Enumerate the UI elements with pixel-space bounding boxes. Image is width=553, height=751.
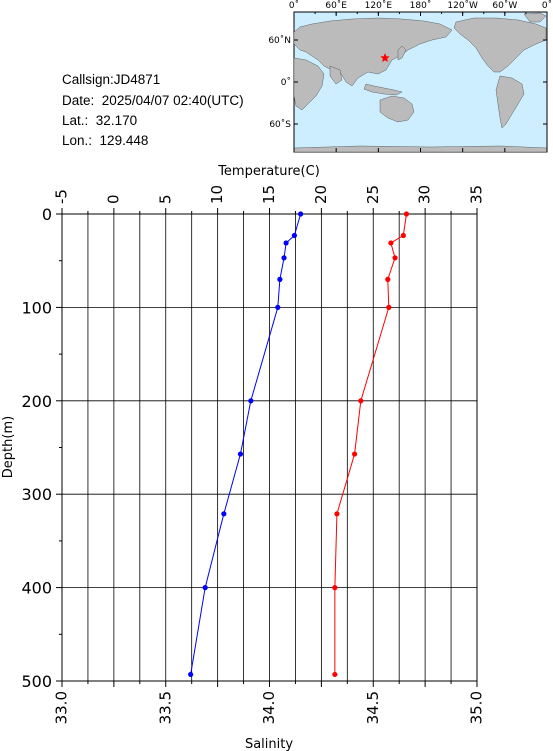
temperature-tick-label: 30 <box>416 185 434 204</box>
temperature-axis-title: Temperature(C) <box>217 164 320 179</box>
salinity-point <box>221 511 227 517</box>
land-greenland <box>523 12 547 23</box>
map-lat-label: 60˚N <box>268 35 291 46</box>
map-lon-label: 0˚ <box>542 0 552 11</box>
callsign-value: JD4871 <box>113 72 161 87</box>
map-land <box>293 12 548 153</box>
depth-tick-label: 400 <box>21 579 52 598</box>
depth-axis-title: Depth(m) <box>1 416 16 478</box>
date-label: Date: <box>62 93 95 108</box>
temperature-point <box>334 511 340 517</box>
map-lon-label: 60˚E <box>325 0 347 11</box>
map-lon-label: 60˚W <box>492 0 517 11</box>
temperature-tick-label: 25 <box>364 185 382 204</box>
lat-label: Lat.: <box>62 113 89 128</box>
salinity-point <box>275 304 281 310</box>
temperature-tick-labels: -5 0 5 10 15 20 25 30 35 <box>53 185 486 204</box>
temperature-tick-label: 10 <box>208 185 226 204</box>
land-africa <box>293 57 325 111</box>
map-lon-label: 180˚ <box>410 0 432 11</box>
map-labels: 0˚ 60˚E 120˚E 180˚ 120˚W 60˚W 0˚ 60˚N 0˚ 60˚S <box>268 0 552 130</box>
land-australia <box>379 95 415 123</box>
salinity-profile-line <box>190 213 302 675</box>
temperature-point <box>332 585 338 591</box>
red-star-marker <box>380 53 390 63</box>
depth-tick-label: 200 <box>21 392 52 411</box>
salinity-tick-labels: 33.0 33.5 34.0 34.5 35.0 <box>53 691 486 724</box>
salinity-point <box>202 585 208 591</box>
lon-line: Lon.: 129.448 <box>62 133 148 148</box>
land-south-america <box>495 75 525 129</box>
temperature-point <box>332 671 338 678</box>
salinity-point <box>283 240 289 246</box>
lon-label: Lon.: <box>62 133 93 148</box>
salinity-point <box>237 451 244 457</box>
depth-tick-label: 500 <box>21 672 52 691</box>
map-lon-label: 0˚ <box>289 0 299 11</box>
grid-lines <box>61 213 478 682</box>
depth-tick-label: 0 <box>42 205 52 224</box>
land-indonesia <box>363 83 403 96</box>
temperature-tick-label: 35 <box>468 185 486 204</box>
plot-frame <box>61 213 478 682</box>
salinity-tick-label: 34.0 <box>260 691 278 724</box>
salinity-tick-label: 34.5 <box>364 691 382 724</box>
temperature-point <box>403 211 410 217</box>
salinity-point <box>298 211 304 217</box>
land-japan <box>397 45 407 61</box>
lon-value: 129.448 <box>99 133 149 148</box>
temperature-point <box>386 304 392 310</box>
salinity-tick-label: 35.0 <box>468 691 486 724</box>
temperature-tick-label: 0 <box>104 194 122 204</box>
salinity-point <box>277 276 283 282</box>
land-india <box>329 65 343 85</box>
salinity-point <box>291 232 297 239</box>
temperature-tick-label: 5 <box>156 194 174 204</box>
date-line: Date: 2025/04/07 02:40(UTC) <box>62 93 244 108</box>
temperature-profile-line <box>334 213 407 675</box>
temperature-point <box>400 232 406 239</box>
depth-tick-labels: 0 100 200 300 400 500 <box>21 205 52 691</box>
profile-series <box>188 211 410 678</box>
temperature-tick-label: 15 <box>260 185 278 204</box>
salinity-tick-label: 33.0 <box>53 691 71 724</box>
temperature-point <box>392 255 398 261</box>
date-value: 2025/04/07 02:40(UTC) <box>101 93 244 108</box>
depth-tick-label: 100 <box>21 298 52 317</box>
temperature-tick-label: -5 <box>53 189 71 204</box>
map-lat-label: 0˚ <box>281 77 291 88</box>
depth-tick-label: 300 <box>21 485 52 504</box>
map-lat-label: 60˚S <box>269 119 291 130</box>
salinity-axis-title: Salinity <box>245 737 293 751</box>
salinity-point <box>188 671 194 678</box>
salinity-point <box>248 398 254 404</box>
temperature-point <box>388 240 394 246</box>
axis-ticks <box>56 208 478 687</box>
lat-line: Lat.: 32.170 <box>62 113 137 128</box>
callsign-line: Callsign:JD4871 <box>62 72 160 87</box>
location-map: 0˚ 60˚E 120˚E 180˚ 120˚W 60˚W 0˚ 60˚N 0˚ 60˚S <box>268 0 552 153</box>
salinity-point <box>281 255 287 261</box>
salinity-tick-label: 33.5 <box>156 691 174 724</box>
map-lon-label: 120˚E <box>365 0 393 11</box>
temperature-point <box>358 398 364 404</box>
map-ticks <box>293 12 548 152</box>
lat-value: 32.170 <box>95 113 138 128</box>
callsign-label: Callsign: <box>62 72 114 87</box>
map-lon-label: 120˚W <box>447 0 478 11</box>
land-north-america <box>453 17 547 73</box>
temperature-point <box>385 276 391 282</box>
temperature-point <box>351 451 358 457</box>
temperature-tick-label: 20 <box>312 185 330 204</box>
